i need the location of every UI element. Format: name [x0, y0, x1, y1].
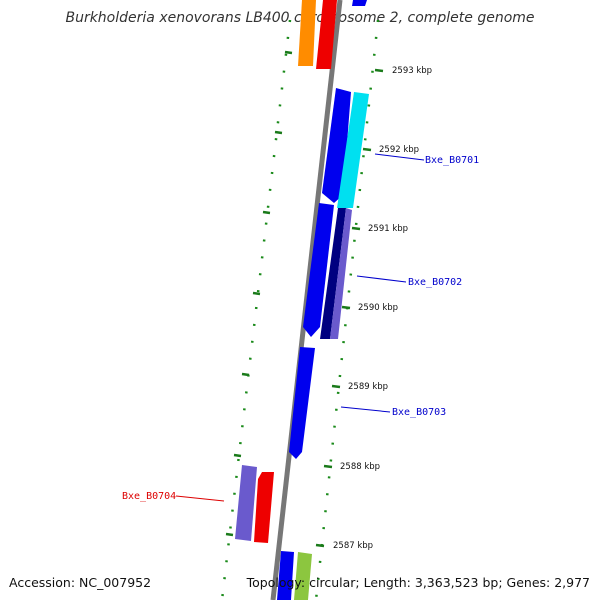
leader-line-b0702 — [356, 275, 407, 283]
gene-blue-topright[interactable] — [352, 0, 367, 6]
gene-blue-bottom[interactable] — [277, 551, 294, 600]
tick-labels: 2593 kbp 2592 kbp 2591 kbp 2590 kbp 2589… — [333, 66, 432, 551]
minor-tick — [284, 50, 293, 55]
tick-label: 2592 kbp — [379, 145, 419, 155]
gene-purple-lower[interactable] — [235, 465, 257, 541]
gene-blue-lower[interactable] — [289, 347, 315, 459]
tick-label: 2587 kbp — [333, 541, 373, 551]
gene-green-bottom[interactable] — [294, 552, 312, 600]
gene-label-b0703[interactable]: Bxe_B0703 — [392, 407, 446, 418]
major-tick — [374, 68, 384, 73]
gene-blue-middle[interactable] — [303, 203, 334, 337]
gene-cyan[interactable] — [337, 92, 369, 208]
tick-label: 2591 kbp — [368, 224, 408, 234]
tick-label: 2589 kbp — [348, 382, 388, 392]
gene-label-b0704[interactable]: Bxe_B0704 — [122, 491, 176, 502]
major-tick — [362, 147, 372, 152]
minor-tick — [252, 291, 261, 296]
leader-line-b0701 — [374, 153, 425, 161]
major-tick — [351, 226, 361, 231]
minor-tick — [262, 210, 271, 215]
major-tick — [341, 305, 351, 310]
topology-text: Topology: circular; Length: 3,363,523 bp… — [246, 575, 590, 590]
gene-red-lower[interactable] — [254, 472, 274, 543]
tick-label: 2590 kbp — [358, 303, 398, 313]
gene-purple-right[interactable] — [330, 208, 352, 339]
major-tick — [331, 384, 341, 389]
minor-tick — [233, 453, 242, 458]
accession-text: Accession: NC_007952 — [9, 575, 152, 590]
tick-label: 2588 kbp — [340, 462, 380, 472]
tick-label: 2593 kbp — [392, 66, 432, 76]
major-tick — [315, 543, 325, 548]
map-title: Burkholderia xenovorans LB400 chromosome… — [65, 10, 535, 26]
gene-orange-top[interactable] — [298, 0, 316, 66]
major-tick — [323, 464, 333, 469]
minor-tick — [225, 532, 234, 537]
minor-tick — [241, 372, 250, 377]
leader-line-b0703 — [340, 406, 391, 413]
gene-label-b0701[interactable]: Bxe_B0701 — [425, 155, 479, 166]
gene-red-top[interactable] — [316, 0, 337, 69]
gene-navy[interactable] — [320, 208, 346, 339]
leader-line-b0704 — [175, 495, 225, 502]
minor-tick — [274, 130, 283, 135]
gene-label-b0702[interactable]: Bxe_B0702 — [408, 277, 462, 288]
tick-marks — [225, 50, 384, 548]
